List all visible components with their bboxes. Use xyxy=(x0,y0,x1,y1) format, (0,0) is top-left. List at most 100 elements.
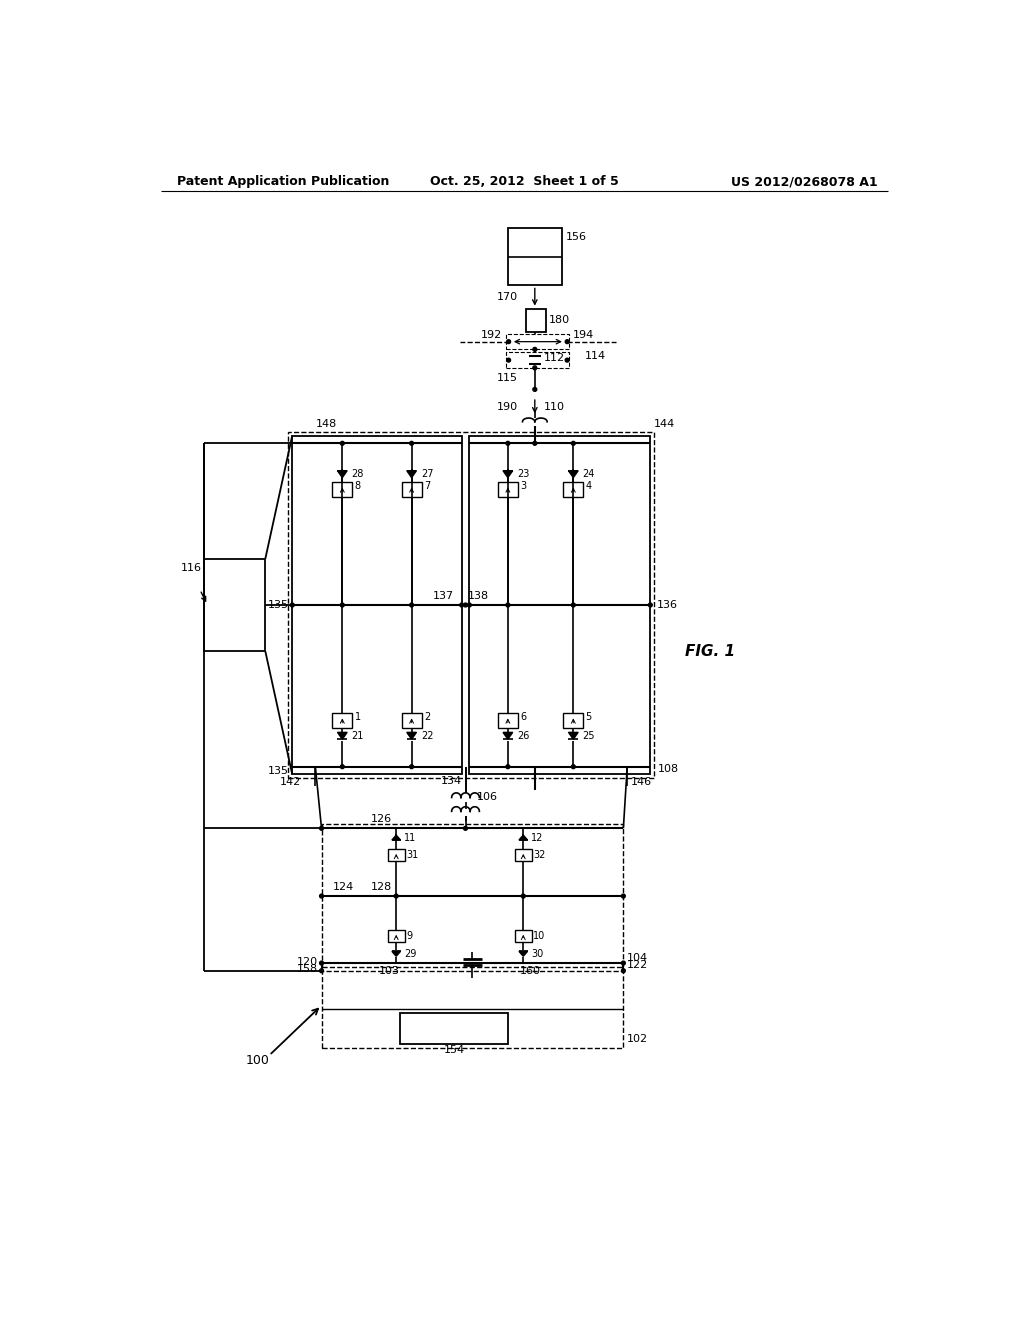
Circle shape xyxy=(622,894,626,898)
Circle shape xyxy=(467,603,471,607)
Text: 24: 24 xyxy=(583,469,595,479)
Circle shape xyxy=(291,603,294,607)
Circle shape xyxy=(571,764,575,768)
Polygon shape xyxy=(338,471,347,478)
Circle shape xyxy=(410,441,414,445)
Polygon shape xyxy=(519,952,527,956)
Text: US 2012/0268078 A1: US 2012/0268078 A1 xyxy=(731,176,878,187)
Text: 128: 128 xyxy=(371,882,392,892)
Text: 156: 156 xyxy=(565,231,587,242)
Bar xyxy=(563,483,584,496)
Text: 122: 122 xyxy=(628,960,648,970)
Text: 103: 103 xyxy=(379,966,400,975)
Text: 8: 8 xyxy=(354,482,360,491)
Polygon shape xyxy=(568,471,579,478)
Text: 120: 120 xyxy=(297,957,317,966)
Bar xyxy=(506,352,569,368)
Circle shape xyxy=(340,603,344,607)
Circle shape xyxy=(410,764,414,768)
Text: 23: 23 xyxy=(517,469,529,479)
Text: 126: 126 xyxy=(372,814,392,824)
Text: 114: 114 xyxy=(585,351,606,360)
Circle shape xyxy=(571,603,575,607)
Text: 100: 100 xyxy=(246,1055,269,1068)
Text: 142: 142 xyxy=(281,777,301,787)
Bar xyxy=(401,483,422,496)
Text: 136: 136 xyxy=(656,601,678,610)
Circle shape xyxy=(532,441,537,445)
Polygon shape xyxy=(392,836,400,840)
Circle shape xyxy=(319,961,324,965)
Circle shape xyxy=(506,441,510,445)
Bar xyxy=(289,432,654,779)
Text: Oct. 25, 2012  Sheet 1 of 5: Oct. 25, 2012 Sheet 1 of 5 xyxy=(430,176,620,187)
Circle shape xyxy=(565,358,569,362)
Bar xyxy=(322,825,624,966)
Text: 104: 104 xyxy=(628,953,648,964)
Circle shape xyxy=(410,603,414,607)
Text: 146: 146 xyxy=(631,777,652,787)
Text: 31: 31 xyxy=(407,850,419,861)
Text: 148: 148 xyxy=(315,418,337,429)
Text: 3: 3 xyxy=(520,482,526,491)
Circle shape xyxy=(506,603,510,607)
Bar xyxy=(333,714,352,727)
Text: 6: 6 xyxy=(520,713,526,722)
Bar xyxy=(498,483,518,496)
Bar xyxy=(292,436,462,775)
Text: 158: 158 xyxy=(297,964,317,974)
Circle shape xyxy=(648,603,652,607)
Circle shape xyxy=(340,441,344,445)
Text: 116: 116 xyxy=(180,562,202,573)
Circle shape xyxy=(565,339,569,343)
Bar xyxy=(506,334,569,350)
Circle shape xyxy=(464,603,467,607)
Circle shape xyxy=(319,894,324,898)
Circle shape xyxy=(532,366,537,370)
Text: 194: 194 xyxy=(573,330,595,341)
Bar xyxy=(469,436,650,775)
Circle shape xyxy=(464,826,467,830)
Circle shape xyxy=(622,961,626,965)
Bar xyxy=(498,714,518,727)
Text: 25: 25 xyxy=(583,731,595,741)
Circle shape xyxy=(532,347,537,351)
Text: 21: 21 xyxy=(351,731,364,741)
Text: 102: 102 xyxy=(628,1034,648,1044)
Bar xyxy=(401,714,422,727)
Text: 115: 115 xyxy=(497,372,518,383)
Text: 106: 106 xyxy=(477,792,498,803)
Bar xyxy=(563,714,584,727)
Text: 134: 134 xyxy=(440,776,462,785)
Polygon shape xyxy=(503,471,513,478)
Text: 28: 28 xyxy=(351,469,364,479)
Polygon shape xyxy=(407,471,417,478)
Text: 30: 30 xyxy=(531,949,543,958)
Text: 27: 27 xyxy=(421,469,433,479)
Text: 4: 4 xyxy=(586,482,592,491)
Bar xyxy=(388,849,404,861)
Text: 135: 135 xyxy=(267,766,289,776)
Bar xyxy=(400,1014,508,1044)
Bar xyxy=(525,309,547,331)
Text: 29: 29 xyxy=(403,949,417,958)
Text: 160: 160 xyxy=(519,966,541,975)
Text: 32: 32 xyxy=(534,850,546,861)
Polygon shape xyxy=(503,733,513,739)
Circle shape xyxy=(506,764,510,768)
Text: 22: 22 xyxy=(421,731,433,741)
Circle shape xyxy=(340,764,344,768)
Text: 110: 110 xyxy=(544,403,565,412)
Text: 112: 112 xyxy=(544,352,565,363)
Bar xyxy=(388,931,404,942)
Text: 144: 144 xyxy=(654,418,676,429)
Text: 2: 2 xyxy=(424,713,430,722)
Circle shape xyxy=(532,388,537,391)
Text: 5: 5 xyxy=(586,713,592,722)
Polygon shape xyxy=(519,836,527,840)
Circle shape xyxy=(507,339,511,343)
Text: 135: 135 xyxy=(267,601,289,610)
Text: 108: 108 xyxy=(658,764,679,775)
Polygon shape xyxy=(568,733,579,739)
Circle shape xyxy=(571,441,575,445)
